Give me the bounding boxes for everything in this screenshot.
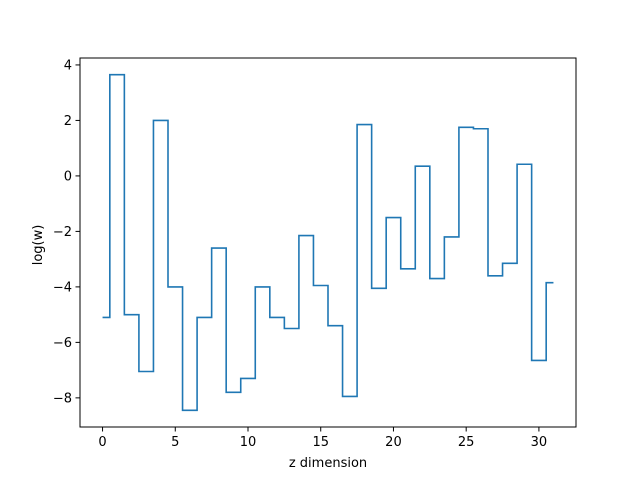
x-axis-label: z dimension: [289, 456, 367, 471]
y-tick-label: −2: [53, 225, 72, 240]
x-tick-label: 30: [531, 435, 548, 450]
y-tick-label: −6: [53, 336, 72, 351]
y-tick-label: −8: [53, 391, 72, 406]
y-axis-label: log(w): [31, 225, 46, 266]
x-tick-label: 10: [240, 435, 257, 450]
y-axis: −8 −6 −4 −2 0 2 4: [53, 58, 80, 406]
series-line-0: [102, 73, 554, 412]
y-tick-label: 4: [64, 58, 72, 73]
x-tick-label: 15: [312, 435, 329, 450]
y-tick-label: 0: [64, 169, 72, 184]
series-layer: [102, 73, 554, 412]
x-tick-label: 0: [98, 435, 106, 450]
x-tick-label: 5: [171, 435, 179, 450]
y-tick-label: −4: [53, 280, 72, 295]
axes-border: [79, 57, 577, 428]
axes-frame: [79, 57, 577, 428]
x-axis: 0 5 10 15 20 25 30: [98, 427, 547, 450]
x-tick-label: 25: [458, 435, 475, 450]
y-tick-label: 2: [64, 114, 72, 129]
x-tick-label: 20: [385, 435, 402, 450]
